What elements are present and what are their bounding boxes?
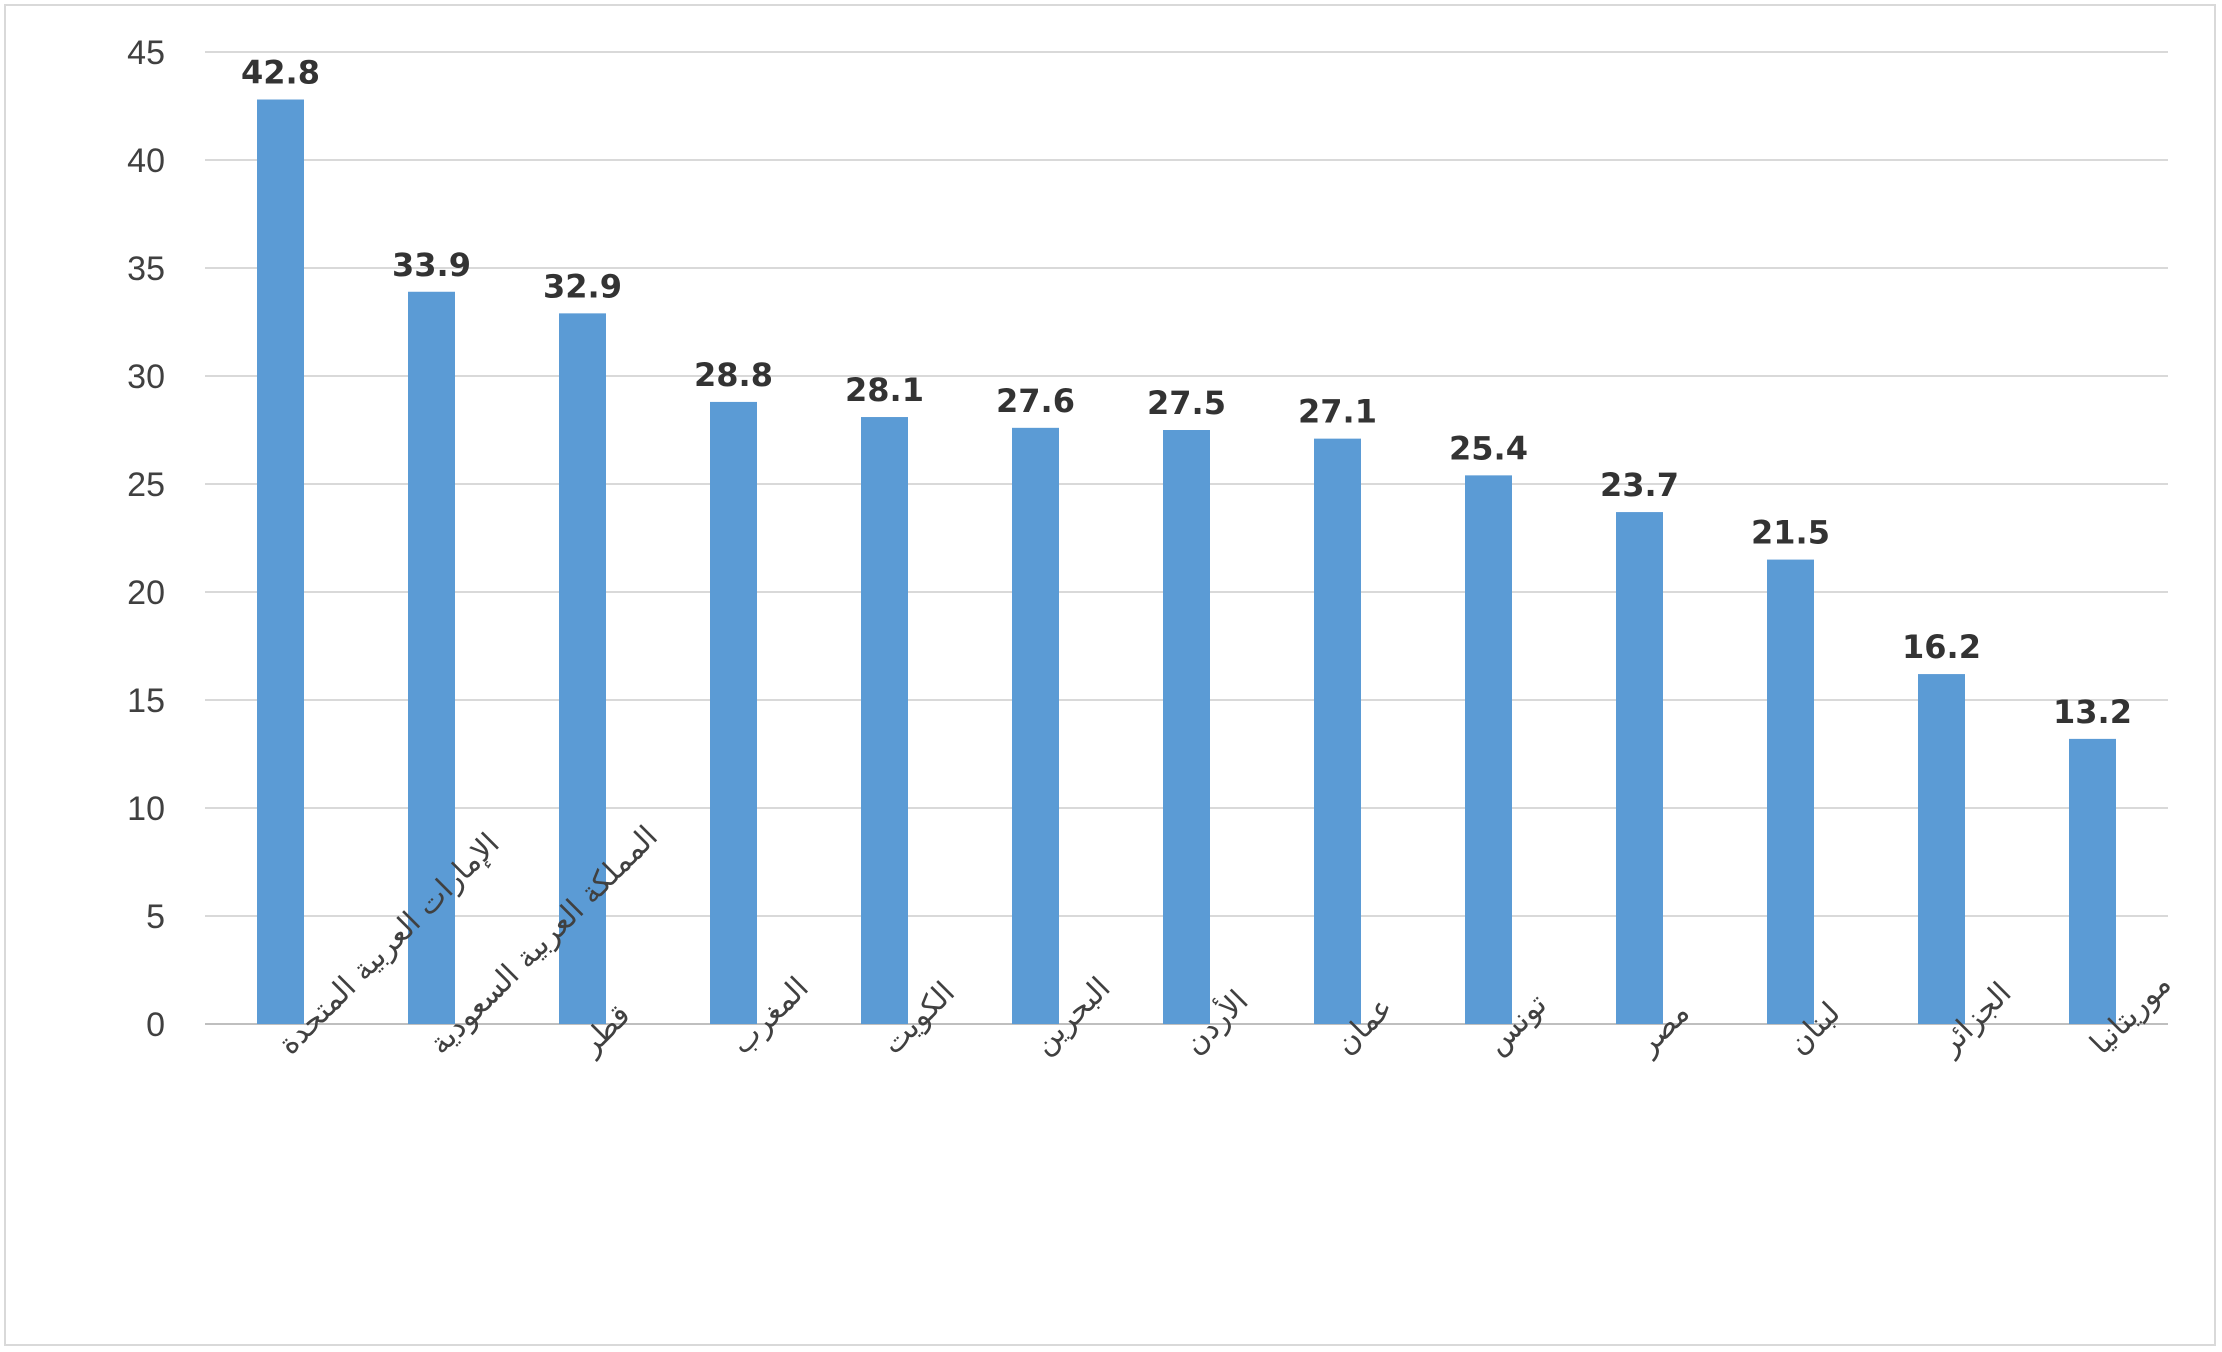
- y-axis-ticks: 0 5 10 15 20 25 30 35 40 45: [127, 34, 165, 1044]
- data-labels: 42.8 33.9 32.9 28.8 28.1 27.6 27.5 27.1 25.4 23.7…: [241, 54, 2132, 731]
- bar: [1163, 430, 1210, 1024]
- data-label: 13.2: [2053, 693, 2132, 731]
- y-tick-label: 45: [127, 34, 165, 72]
- bar: [408, 291, 455, 1024]
- data-label: 42.8: [241, 54, 320, 92]
- bar: [1616, 512, 1663, 1024]
- bar: [1918, 674, 1965, 1024]
- data-label: 27.6: [996, 382, 1075, 420]
- data-label: 25.4: [1449, 429, 1528, 467]
- bar: [861, 417, 908, 1024]
- data-label: 27.1: [1298, 393, 1377, 431]
- bar: [559, 313, 606, 1024]
- y-tick-label: 40: [127, 142, 165, 180]
- bar: [1465, 475, 1512, 1024]
- data-label: 32.9: [543, 267, 622, 305]
- data-label: 27.5: [1147, 384, 1226, 422]
- y-tick-label: 10: [127, 790, 165, 828]
- y-tick-label: 0: [146, 1006, 165, 1044]
- y-tick-label: 25: [127, 466, 165, 504]
- bar: [710, 401, 757, 1024]
- chart-frame: [4, 4, 2216, 1346]
- data-label: 28.8: [694, 356, 773, 394]
- y-tick-label: 15: [127, 682, 165, 720]
- data-label: 28.1: [845, 371, 924, 409]
- bar: [1314, 438, 1361, 1024]
- data-label: 16.2: [1902, 628, 1981, 666]
- bars: [257, 99, 2116, 1025]
- data-label: 23.7: [1600, 466, 1679, 504]
- y-tick-label: 20: [127, 574, 165, 612]
- data-label: 21.5: [1751, 514, 1830, 552]
- gridlines: [205, 51, 2168, 1025]
- bar: [257, 99, 304, 1024]
- bar: [1012, 427, 1059, 1025]
- y-tick-label: 35: [127, 250, 165, 288]
- data-label: 33.9: [392, 246, 471, 284]
- y-tick-label: 5: [146, 898, 165, 936]
- bar: [2069, 738, 2116, 1024]
- y-tick-label: 30: [127, 358, 165, 396]
- bar: [1767, 559, 1814, 1024]
